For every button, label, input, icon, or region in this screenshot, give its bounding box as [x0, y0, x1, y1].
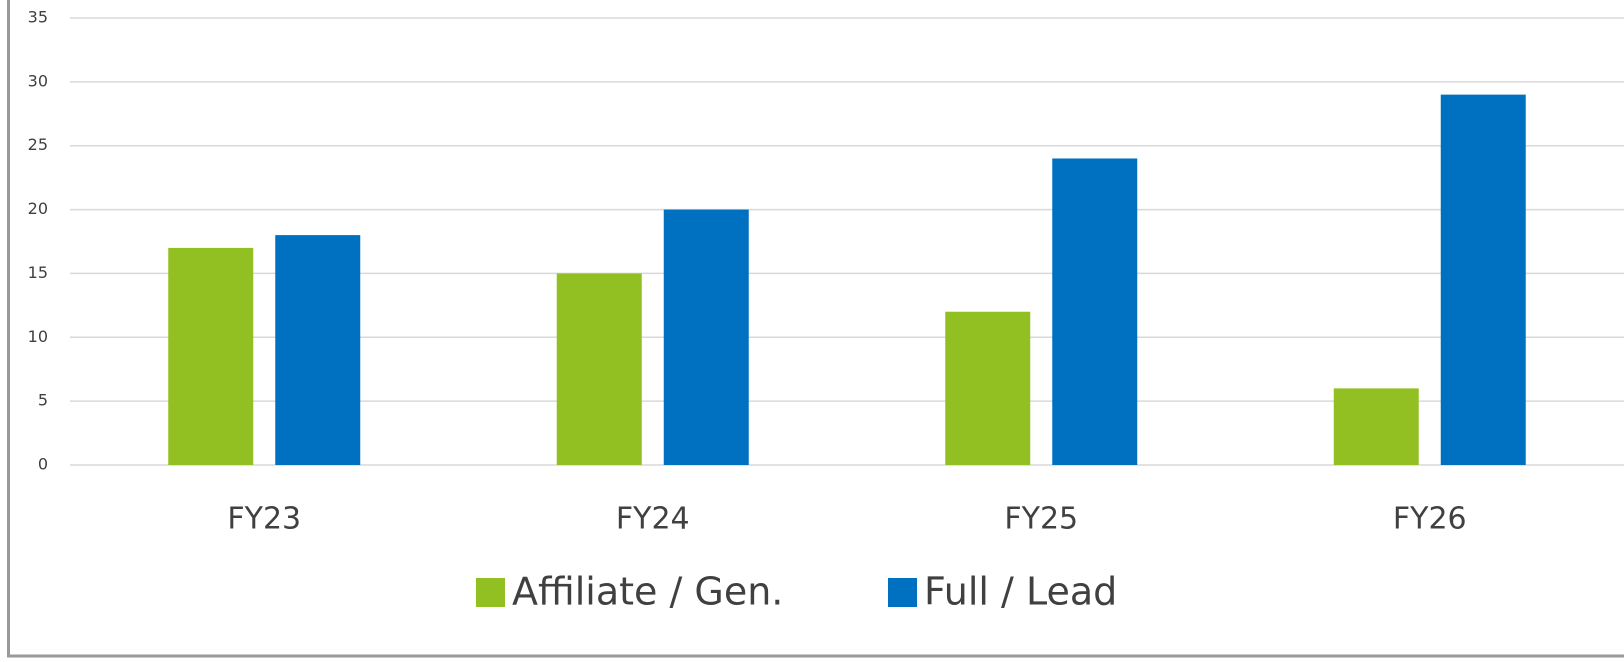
bar — [663, 209, 749, 465]
chart-frame — [7, 0, 1624, 658]
x-tick-label: FY26 — [1393, 502, 1467, 537]
y-tick-label: 30 — [28, 71, 48, 90]
legend-label: Affiliate / Gen. — [512, 570, 783, 614]
bar — [945, 311, 1031, 465]
legend-swatch — [888, 578, 917, 607]
x-tick-label: FY23 — [227, 502, 301, 537]
bar — [1333, 388, 1419, 465]
y-tick-label: 25 — [28, 135, 48, 154]
y-tick-label: 0 — [38, 455, 48, 474]
y-tick-label: 5 — [38, 391, 48, 410]
y-tick-label: 10 — [28, 327, 48, 346]
x-tick-label: FY24 — [616, 502, 690, 537]
bar — [168, 247, 254, 465]
bar — [275, 235, 361, 465]
y-tick-label: 20 — [28, 199, 48, 218]
legend-label: Full / Lead — [924, 570, 1117, 614]
y-tick-label: 35 — [28, 8, 48, 27]
bar — [1052, 158, 1138, 465]
y-tick-label: 15 — [28, 263, 48, 282]
bar — [556, 273, 642, 465]
bar — [1440, 94, 1526, 465]
legend-swatch — [476, 578, 505, 607]
x-tick-label: FY25 — [1004, 502, 1078, 537]
